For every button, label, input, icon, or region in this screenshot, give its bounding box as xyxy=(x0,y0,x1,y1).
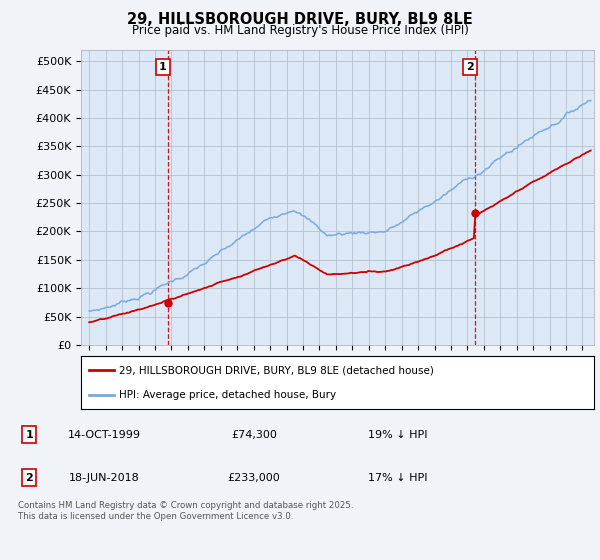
Text: Contains HM Land Registry data © Crown copyright and database right 2025.
This d: Contains HM Land Registry data © Crown c… xyxy=(18,501,353,521)
Text: HPI: Average price, detached house, Bury: HPI: Average price, detached house, Bury xyxy=(119,390,337,400)
Text: 14-OCT-1999: 14-OCT-1999 xyxy=(68,430,140,440)
Text: 29, HILLSBOROUGH DRIVE, BURY, BL9 8LE: 29, HILLSBOROUGH DRIVE, BURY, BL9 8LE xyxy=(127,12,473,27)
Text: 2: 2 xyxy=(25,473,33,483)
Text: Price paid vs. HM Land Registry's House Price Index (HPI): Price paid vs. HM Land Registry's House … xyxy=(131,24,469,37)
Text: £74,300: £74,300 xyxy=(231,430,277,440)
Text: 17% ↓ HPI: 17% ↓ HPI xyxy=(368,473,428,483)
Text: 2: 2 xyxy=(466,62,474,72)
Text: 29, HILLSBOROUGH DRIVE, BURY, BL9 8LE (detached house): 29, HILLSBOROUGH DRIVE, BURY, BL9 8LE (d… xyxy=(119,366,434,376)
Text: £233,000: £233,000 xyxy=(227,473,280,483)
Text: 1: 1 xyxy=(159,62,167,72)
Text: 1: 1 xyxy=(25,430,33,440)
Text: 18-JUN-2018: 18-JUN-2018 xyxy=(69,473,140,483)
Text: 19% ↓ HPI: 19% ↓ HPI xyxy=(368,430,428,440)
